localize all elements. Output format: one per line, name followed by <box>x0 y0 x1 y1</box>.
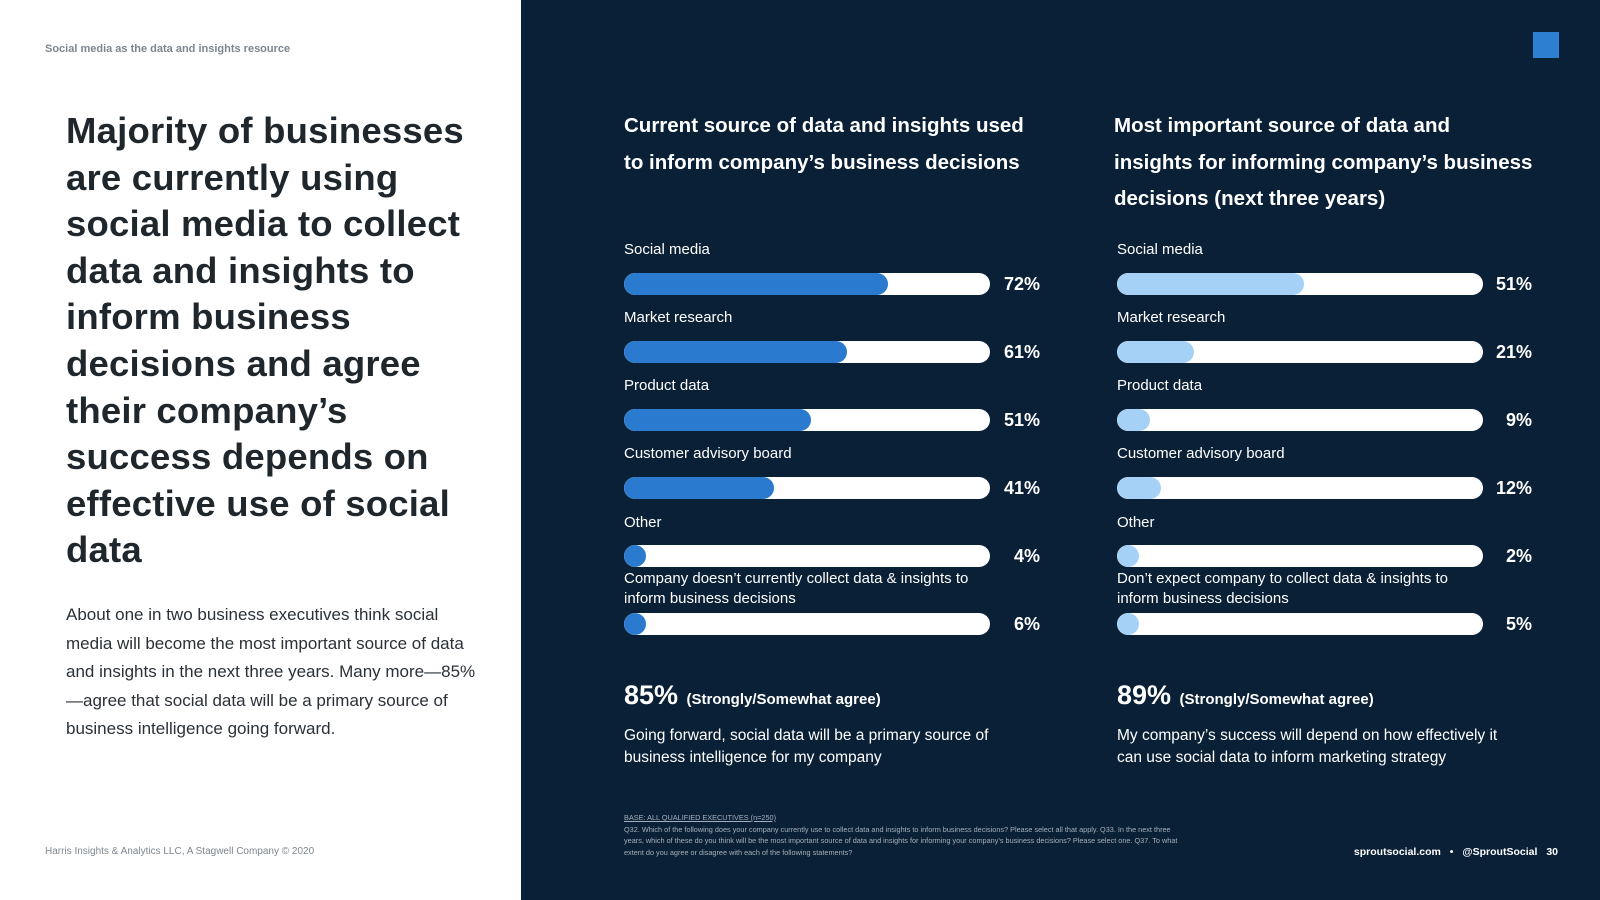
bar-value-label: 21% <box>1495 342 1532 362</box>
bar <box>1117 341 1194 363</box>
stat-description: My company’s success will depend on how … <box>1117 727 1498 766</box>
stat-qualifier: (Strongly/Somewhat agree) <box>1179 691 1374 708</box>
stat-qualifier: (Strongly/Somewhat agree) <box>686 691 881 708</box>
bar <box>624 409 811 431</box>
chart-title-future: Most important source of data and insigh… <box>1114 114 1533 210</box>
stat-percent: 85% <box>624 680 679 710</box>
bar-label: Don’t expect company to collect data & i… <box>1117 570 1449 607</box>
bar-label: Social media <box>624 241 710 258</box>
stat-percent: 89% <box>1117 680 1172 710</box>
bar <box>624 273 888 295</box>
bar <box>624 477 775 499</box>
base-footnote-head: BASE: ALL QUALIFIED EXECUTIVES (n=250) <box>624 813 777 822</box>
bar-value-label: 5% <box>1505 614 1532 634</box>
right-panel: Current source of data and insights used… <box>521 0 1600 900</box>
bar-track <box>624 545 990 567</box>
social-handle[interactable]: @SproutSocial <box>1462 846 1538 858</box>
bar-track <box>1117 477 1483 499</box>
bar-label: Customer advisory board <box>1117 445 1285 462</box>
body-text: About one in two business executives thi… <box>66 605 476 738</box>
bar-track <box>624 409 990 431</box>
stat-89: 89% (Strongly/Somewhat agree) <box>1117 680 1374 711</box>
bar-value-label: 2% <box>1505 546 1532 566</box>
base-footnote-text: Q32. Which of the following does your co… <box>624 824 1178 857</box>
chart-title-current: Current source of data and insights used… <box>624 114 1024 174</box>
page-number: 30 <box>1546 846 1558 858</box>
bar-value-label: 9% <box>1505 410 1532 430</box>
bar-track <box>624 613 990 635</box>
bar-value-label: 6% <box>1013 614 1040 634</box>
headline: Majority of businesses are currently usi… <box>66 110 464 571</box>
bar-track <box>624 477 990 499</box>
bar-track <box>1117 613 1483 635</box>
bar-track <box>1117 545 1483 567</box>
bar-track <box>1117 341 1483 363</box>
bar-value-label: 12% <box>1495 478 1532 498</box>
stat-85: 85% (Strongly/Somewhat agree) <box>624 680 881 711</box>
bar-label: Product data <box>624 377 710 394</box>
bar-value-label: 72% <box>1003 274 1040 294</box>
footer-right: sproutsocial.com • @SproutSocial 30 <box>1348 846 1558 858</box>
base-footnote: BASE: ALL QUALIFIED EXECUTIVES (n=250) Q… <box>624 812 1184 858</box>
bar-label: Market research <box>1117 309 1226 326</box>
separator-dot: • <box>1449 846 1454 858</box>
bar-label: Company doesn’t currently collect data &… <box>624 570 969 607</box>
bar-label: Other <box>624 514 662 531</box>
copyright-footer: Harris Insights & Analytics LLC, A Stagw… <box>45 846 315 857</box>
bar-value-label: 51% <box>1495 274 1532 294</box>
bar <box>624 545 646 567</box>
bar-label: Social media <box>1117 241 1203 258</box>
bar <box>1117 477 1161 499</box>
bar-value-label: 61% <box>1003 342 1040 362</box>
bar <box>624 613 646 635</box>
bar <box>1117 545 1139 567</box>
brand-square-icon <box>1533 32 1559 58</box>
bar-track <box>624 273 990 295</box>
stat-description: Going forward, social data will be a pri… <box>624 727 989 766</box>
bar-track <box>624 341 990 363</box>
bar-value-label: 51% <box>1003 410 1040 430</box>
site-link[interactable]: sproutsocial.com <box>1353 846 1441 858</box>
bar-track <box>1117 273 1483 295</box>
bar <box>624 341 848 363</box>
section-label: Social media as the data and insights re… <box>45 43 291 55</box>
bar-label: Other <box>1117 514 1155 531</box>
bar-label: Product data <box>1117 377 1203 394</box>
bar-label: Customer advisory board <box>624 445 792 462</box>
bar-value-label: 4% <box>1013 546 1040 566</box>
bar <box>1117 273 1304 295</box>
bar-track <box>1117 409 1483 431</box>
bar-value-label: 41% <box>1003 478 1040 498</box>
bar <box>1117 613 1139 635</box>
bar-label: Market research <box>624 309 733 326</box>
bar <box>1117 409 1150 431</box>
left-panel: Social media as the data and insights re… <box>0 0 521 900</box>
